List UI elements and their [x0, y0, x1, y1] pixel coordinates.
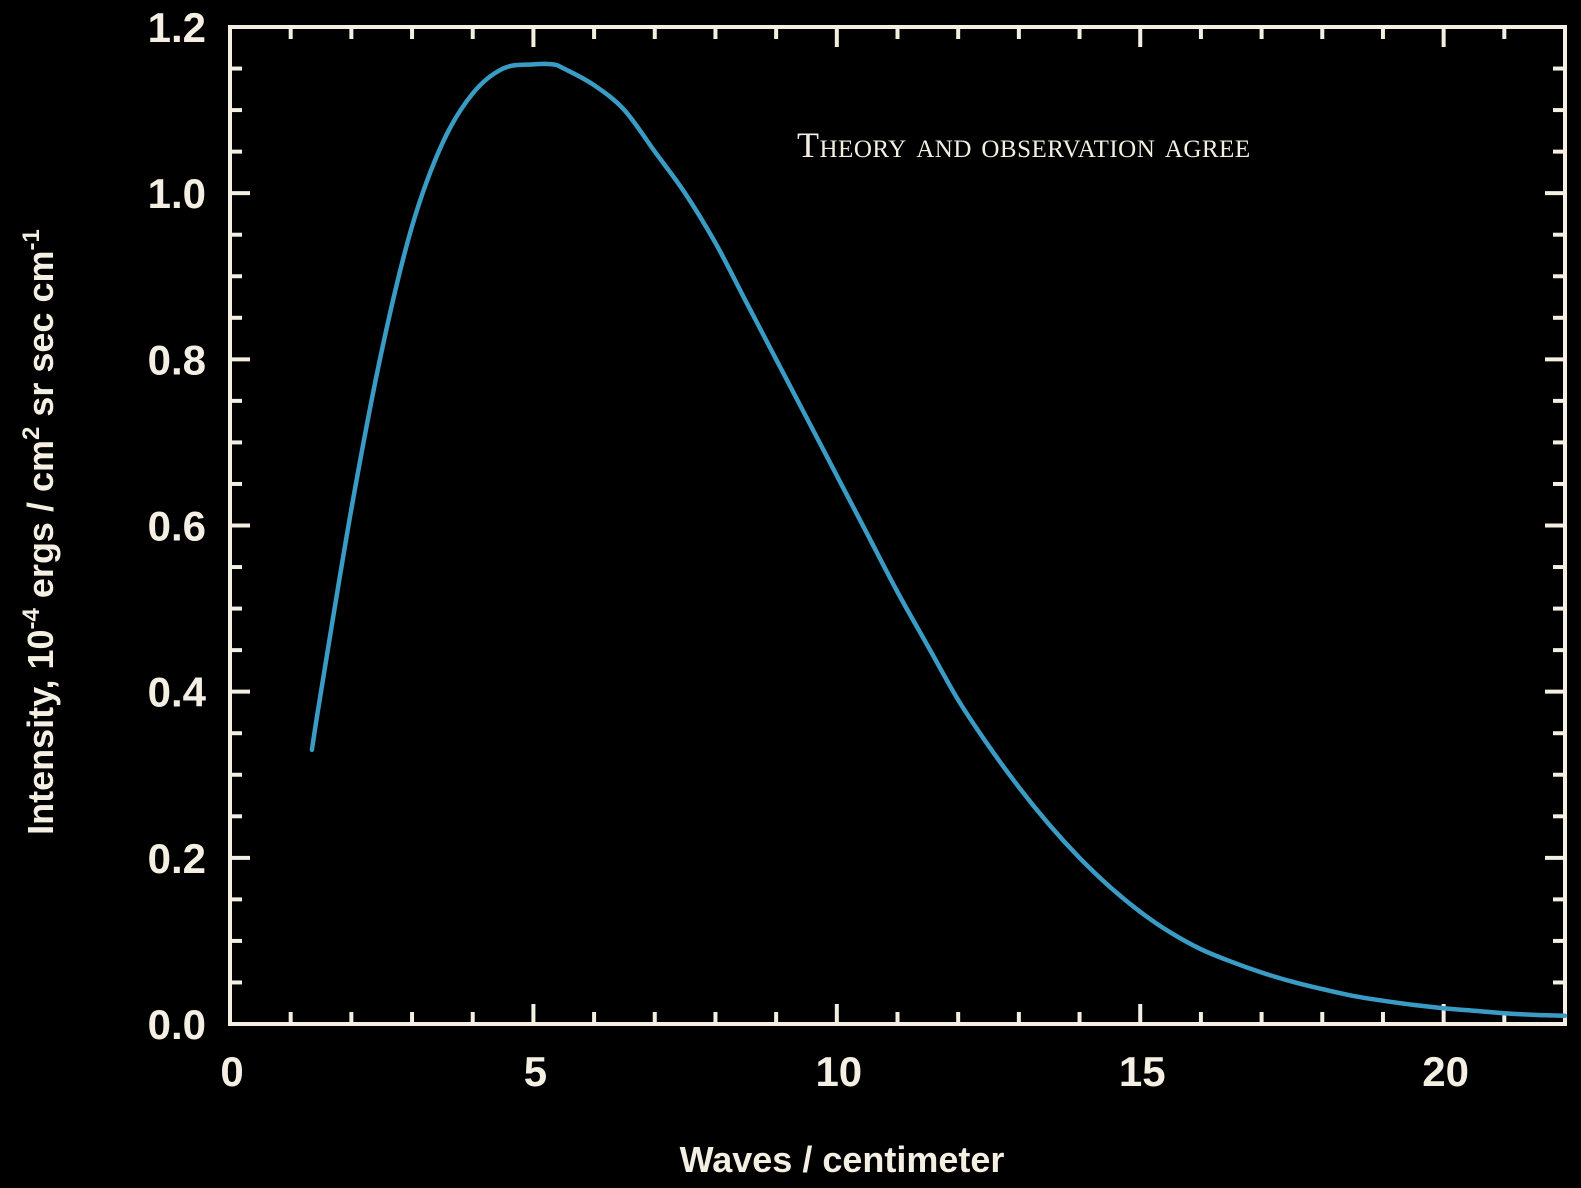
y-axis-title-sup: -1	[18, 229, 45, 250]
x-tick-label: 0	[220, 1048, 243, 1095]
y-tick-labels: 0.0 0.2 0.4 0.6 0.8 1.0 1.2	[148, 4, 207, 1048]
y-tick-label: 0.4	[148, 669, 207, 716]
x-tick-label: 20	[1422, 1048, 1469, 1095]
x-tick-label: 15	[1119, 1048, 1166, 1095]
series-line	[309, 61, 1568, 1018]
x-tick-label: 10	[815, 1048, 862, 1095]
y-axis-title-sup: -4	[18, 607, 45, 629]
x-tick-labels: 0 5 10 15 20	[220, 1048, 1469, 1095]
x-axis-title: Waves / centimeter	[680, 1139, 1005, 1180]
y-tick-label: 0.0	[148, 1001, 206, 1048]
y-tick-label: 1.2	[148, 4, 206, 51]
y-axis-title-part: ergs / cm	[20, 440, 61, 608]
y-tick-label: 0.6	[148, 503, 206, 550]
y-tick-label: 0.2	[148, 835, 206, 882]
y-axis-title-part: sr sec cm	[20, 251, 61, 427]
y-tick-label: 1.0	[148, 170, 206, 217]
annotation: Theory and observation agree	[797, 125, 1251, 165]
tick-marks	[228, 25, 1567, 1026]
x-tick-label: 5	[524, 1048, 547, 1095]
series-layer	[309, 61, 1568, 1018]
y-axis-title: Intensity, 10-4 ergs / cm2 sr sec cm-1	[18, 229, 61, 835]
y-tick-label: 0.8	[148, 336, 206, 383]
y-axis-title-part: Intensity, 10	[20, 629, 61, 834]
y-axis-title-sup: 2	[18, 427, 45, 440]
